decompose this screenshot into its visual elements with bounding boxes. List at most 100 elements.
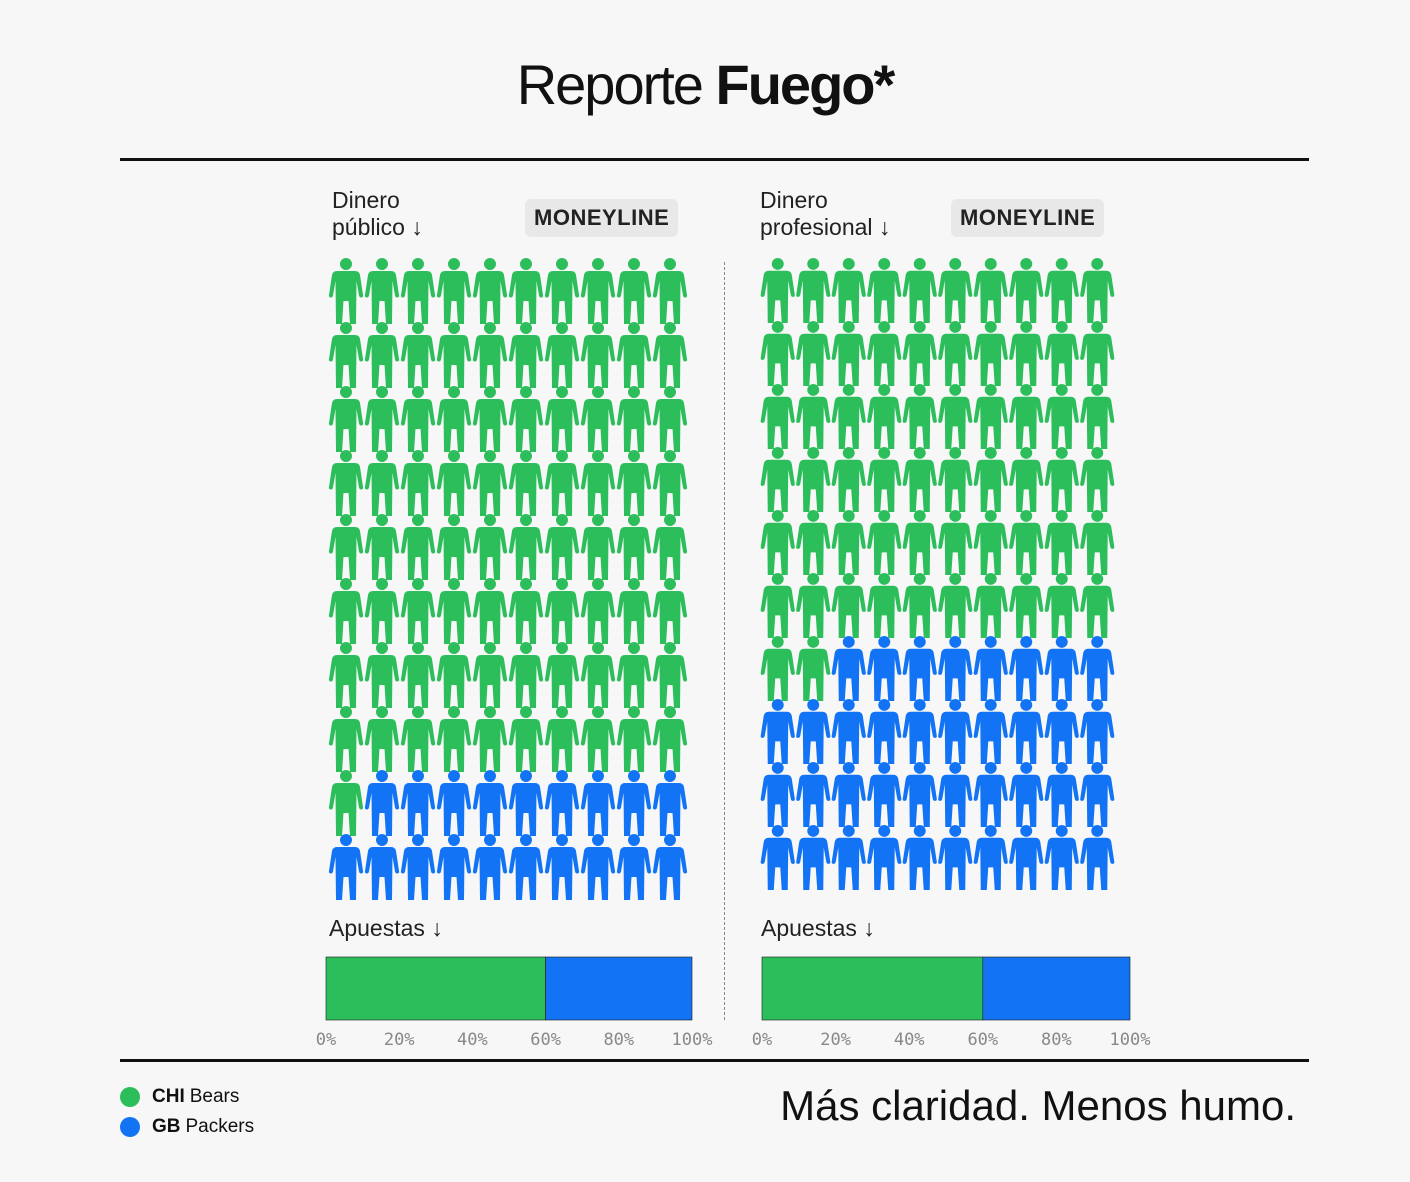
person-icon-bears xyxy=(472,514,508,580)
person-icon-bears xyxy=(1080,321,1115,386)
person-icon-bears xyxy=(400,258,436,324)
person-icon-bears xyxy=(1080,258,1115,323)
person-icon-bears xyxy=(652,386,688,452)
person-icon-bears xyxy=(580,386,616,452)
person-icon-bears xyxy=(508,450,544,516)
person-icon-packers xyxy=(1080,762,1115,827)
title-light: Reporte xyxy=(516,53,704,116)
person-icon-bears xyxy=(616,514,652,580)
down-arrow-icon: ↓ xyxy=(404,214,423,240)
person-icon-bears xyxy=(472,706,508,772)
person-icon-packers xyxy=(973,762,1008,827)
person-icon-bears xyxy=(508,642,544,708)
person-icon-bears xyxy=(472,386,508,452)
down-arrow-icon: ↓ xyxy=(856,915,875,941)
person-icon-bears xyxy=(580,450,616,516)
panel-label-line2: profesional xyxy=(760,214,873,240)
person-icon-packers xyxy=(938,699,973,764)
person-icon-packers xyxy=(938,825,973,890)
person-icon-packers xyxy=(652,770,688,836)
person-icon-packers xyxy=(364,770,400,836)
x-tick-label: 0% xyxy=(752,1030,772,1050)
legend-team: Packers xyxy=(185,1116,255,1137)
panel-label-public: Dinero público ↓ xyxy=(332,187,552,241)
person-icon-bears xyxy=(938,447,973,512)
person-icon-bears xyxy=(867,510,902,575)
person-icon-bears xyxy=(652,450,688,516)
person-icon-bears xyxy=(796,321,831,386)
person-icon-bears xyxy=(760,573,795,638)
person-icon-packers xyxy=(436,770,472,836)
x-tick-label: 60% xyxy=(967,1030,998,1050)
x-tick-label: 100% xyxy=(672,1030,713,1050)
person-icon-bears xyxy=(328,770,364,836)
person-icon-bears xyxy=(472,322,508,388)
person-icon-bears xyxy=(400,642,436,708)
person-icon-bears xyxy=(328,450,364,516)
person-icon-bears xyxy=(760,384,795,449)
person-icon-bears xyxy=(973,573,1008,638)
person-icon-bears xyxy=(328,258,364,324)
bar-segment-packers xyxy=(545,956,693,1021)
person-icon-bears xyxy=(973,510,1008,575)
person-icon-packers xyxy=(1080,825,1115,890)
x-tick-label: 60% xyxy=(530,1030,561,1050)
person-icon-bears xyxy=(1009,384,1044,449)
person-icon-bears xyxy=(902,258,937,323)
person-icon-bears xyxy=(508,322,544,388)
person-icon-bears xyxy=(760,447,795,512)
person-icon-packers xyxy=(973,825,1008,890)
person-icon-bears xyxy=(328,642,364,708)
person-icon-bears xyxy=(472,642,508,708)
person-icon-bears xyxy=(436,642,472,708)
person-icon-packers xyxy=(1044,699,1079,764)
person-icon-bears xyxy=(796,384,831,449)
person-icon-bears xyxy=(364,642,400,708)
person-icon-bears xyxy=(1009,573,1044,638)
person-icon-packers xyxy=(1009,762,1044,827)
person-icon-packers xyxy=(796,825,831,890)
pictogram-professional xyxy=(760,258,1115,890)
person-icon-packers xyxy=(867,699,902,764)
person-icon-bears xyxy=(364,450,400,516)
person-icon-bears xyxy=(508,258,544,324)
person-icon-packers xyxy=(1009,825,1044,890)
person-icon-bears xyxy=(364,578,400,644)
person-icon-bears xyxy=(973,384,1008,449)
person-icon-bears xyxy=(508,706,544,772)
person-icon-packers xyxy=(508,834,544,900)
title-bold: Fuego* xyxy=(715,53,896,116)
person-icon-bears xyxy=(973,321,1008,386)
x-tick-label: 40% xyxy=(894,1030,925,1050)
person-icon-bears xyxy=(328,386,364,452)
person-icon-packers xyxy=(1080,699,1115,764)
person-icon-bears xyxy=(580,578,616,644)
person-icon-bears xyxy=(1044,258,1079,323)
legend-item-bears: CHI Bears xyxy=(120,1082,254,1112)
person-icon-bears xyxy=(364,386,400,452)
person-icon-bears xyxy=(436,514,472,580)
person-icon-packers xyxy=(796,699,831,764)
person-icon-packers xyxy=(902,762,937,827)
person-icon-packers xyxy=(867,825,902,890)
person-icon-bears xyxy=(616,258,652,324)
person-icon-bears xyxy=(902,321,937,386)
person-icon-bears xyxy=(652,578,688,644)
legend-item-packers: GB Packers xyxy=(120,1112,254,1142)
person-icon-packers xyxy=(364,834,400,900)
person-icon-bears xyxy=(867,447,902,512)
legend-abbr: CHI xyxy=(152,1086,185,1107)
person-icon-packers xyxy=(400,834,436,900)
person-icon-bears xyxy=(472,450,508,516)
person-icon-bears xyxy=(652,642,688,708)
person-icon-bears xyxy=(796,636,831,701)
person-icon-bears xyxy=(580,642,616,708)
panel-label-line1: Dinero xyxy=(332,187,400,213)
person-icon-packers xyxy=(328,834,364,900)
person-icon-bears xyxy=(831,447,866,512)
person-icon-bears xyxy=(436,322,472,388)
person-icon-packers xyxy=(902,699,937,764)
panel-divider xyxy=(724,262,725,1020)
person-icon-packers xyxy=(1009,699,1044,764)
person-icon-bears xyxy=(472,578,508,644)
